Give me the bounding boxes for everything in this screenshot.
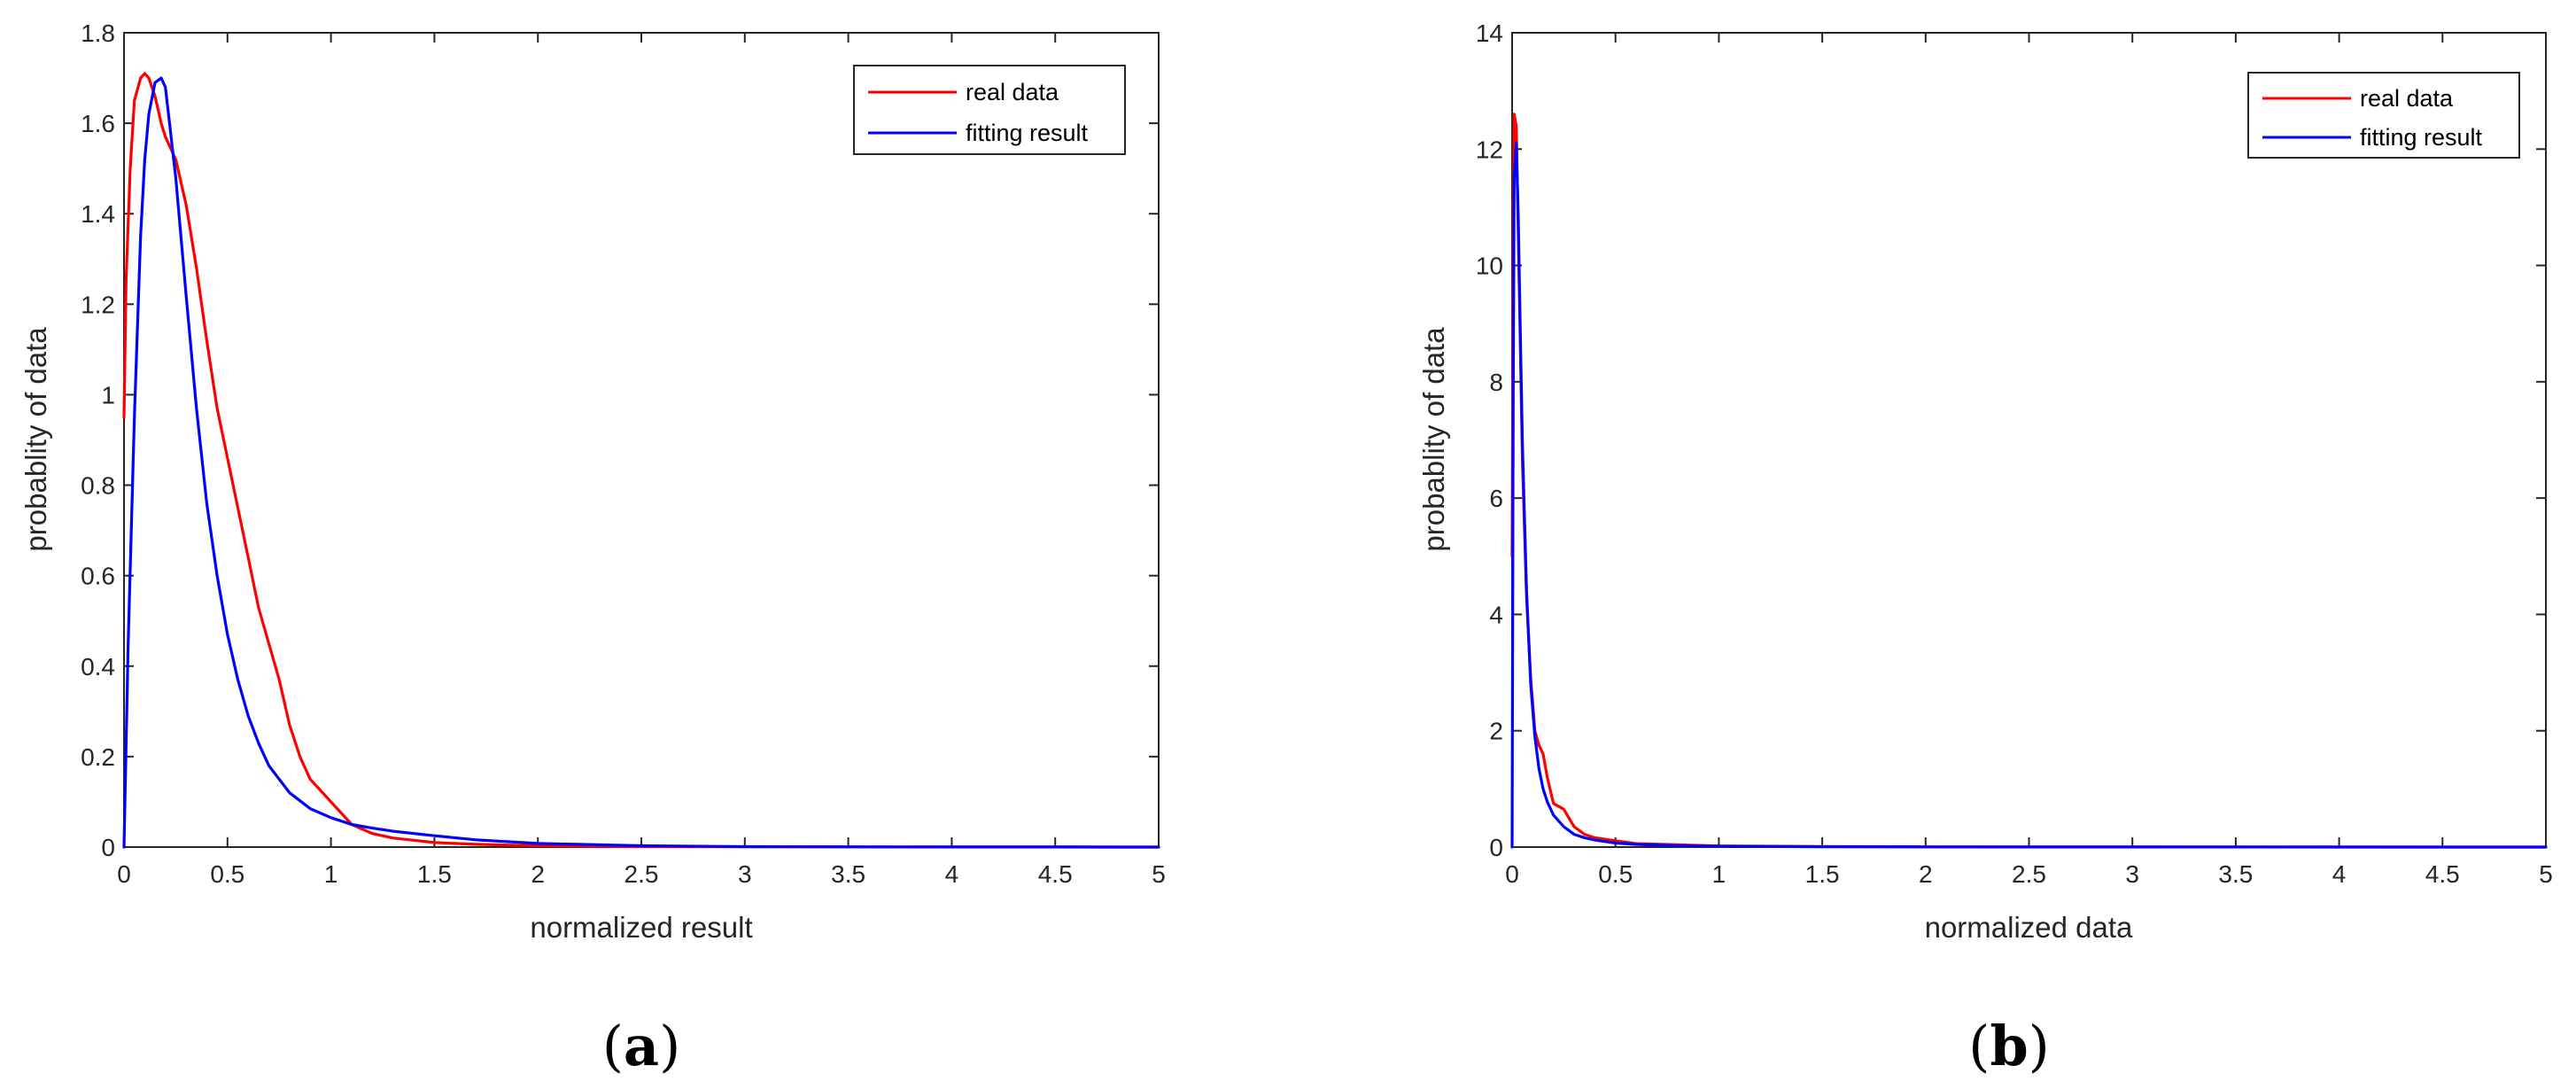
x-tick-label-b: 0.5 [1598, 860, 1633, 888]
x-axis-label-b: normalized data [1925, 911, 2133, 944]
x-tick-label-a: 1.5 [417, 860, 452, 888]
x-tick-label-b: 2.5 [2012, 860, 2046, 888]
panel-a: 0 0.5 1 1.5 2 2.5 3 3.5 4 4.5 5 0 0.2 0.4 0.6 0.8 1 1.2 1.… [19, 19, 1166, 1078]
panel-b: 0 0.5 1 1.5 2 2.5 3 3.5 4 4.5 5 0 2 4 6 8 10 12 14 normali… [1417, 19, 2553, 1078]
x-tick-label-a: 3.5 [831, 860, 865, 888]
y-tick-label-b: 14 [1476, 19, 1503, 47]
x-tick-label-b: 2 [1919, 860, 1933, 888]
y-tick-label-b: 8 [1489, 369, 1503, 396]
legend-b: real data fitting result [2247, 72, 2520, 159]
y-tick-label-a: 1 [101, 381, 115, 408]
legend-box-b [2247, 72, 2520, 159]
y-tick-label-a: 0 [101, 834, 115, 861]
y-tick-label-a: 1.8 [81, 19, 115, 47]
x-tick-label-b: 3 [2125, 860, 2139, 888]
x-tick-label-a: 0 [117, 860, 131, 888]
y-tick-label-a: 1.6 [81, 110, 115, 137]
y-tick-label-b: 0 [1489, 834, 1503, 861]
series-line-fitting-result-b [1510, 142, 2548, 849]
y-tick-label-b: 6 [1489, 485, 1503, 512]
y-tick-label-b: 12 [1476, 136, 1503, 163]
x-tick-label-b: 4 [2332, 860, 2347, 888]
x-tick-label-b: 3.5 [2218, 860, 2253, 888]
x-tick-label-a: 3 [738, 860, 752, 888]
y-tick-label-a: 0.8 [81, 472, 115, 500]
panel-caption-a: (a) [602, 1014, 681, 1078]
x-tick-label-a: 2.5 [625, 860, 659, 888]
x-tick-label-b: 4.5 [2425, 860, 2460, 888]
legend-entry-fitting-result-b: fitting result [2360, 124, 2483, 151]
legend-entry-real-data-b: real data [2360, 85, 2454, 112]
x-tick-label-b: 1.5 [1805, 860, 1840, 888]
y-tick-label-b: 10 [1476, 253, 1503, 280]
x-tick-label-a: 1 [324, 860, 338, 888]
legend-entry-fitting-result-a: fitting result [966, 120, 1089, 146]
panel-caption-b: (b) [1968, 1014, 2050, 1078]
plot-area-a [123, 32, 1160, 848]
x-tick-label-a: 2 [531, 860, 545, 888]
y-axis-label-a: probablity of data [19, 327, 52, 552]
x-tick-label-a: 4 [945, 860, 959, 888]
x-tick-label-a: 5 [1152, 860, 1166, 888]
x-tick-label-a: 4.5 [1038, 860, 1073, 888]
plot-area-b [1511, 32, 2547, 848]
y-tick-label-a: 0.4 [81, 653, 115, 680]
series-line-fitting-result-a [122, 76, 1160, 849]
x-tick-label-b: 1 [1712, 860, 1726, 888]
x-tick-label-b: 5 [2539, 860, 2553, 888]
y-tick-label-a: 1.4 [81, 200, 115, 228]
y-tick-label-a: 1.2 [81, 291, 115, 318]
y-axis-label-b: probablity of data [1417, 327, 1450, 552]
legend-a: real data fitting result [853, 65, 1126, 155]
y-tick-label-a: 0.6 [81, 563, 115, 590]
x-axis-label-a: normalized result [530, 911, 752, 944]
y-tick-label-b: 4 [1489, 601, 1503, 628]
y-tick-label-b: 2 [1489, 718, 1503, 745]
legend-entry-real-data-a: real data [966, 79, 1059, 105]
x-tick-label-a: 0.5 [210, 860, 244, 888]
legend-box-a [853, 65, 1126, 155]
series-line-real-data-a [122, 72, 1160, 849]
y-tick-label-a: 0.2 [81, 743, 115, 771]
x-tick-label-b: 0 [1505, 860, 1519, 888]
